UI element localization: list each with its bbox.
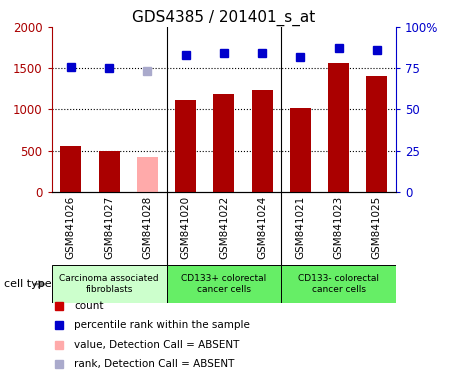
Text: CD133- colorectal
cancer cells: CD133- colorectal cancer cells	[298, 275, 379, 294]
Text: value, Detection Call = ABSENT: value, Detection Call = ABSENT	[74, 340, 239, 350]
Bar	[213, 94, 234, 192]
Text: GSM841027: GSM841027	[104, 196, 114, 259]
Bar	[366, 76, 387, 192]
Text: GSM841023: GSM841023	[333, 196, 344, 259]
Bar	[137, 157, 158, 192]
Bar	[166, 265, 281, 303]
Text: CD133+ colorectal
cancer cells: CD133+ colorectal cancer cells	[181, 275, 266, 294]
Text: GSM841022: GSM841022	[219, 196, 229, 259]
Bar	[60, 146, 81, 192]
Text: GSM841028: GSM841028	[142, 196, 153, 259]
Text: GSM841024: GSM841024	[257, 196, 267, 259]
Bar	[99, 151, 120, 192]
Text: percentile rank within the sample: percentile rank within the sample	[74, 320, 250, 330]
Text: cell type: cell type	[4, 279, 52, 289]
Title: GDS4385 / 201401_s_at: GDS4385 / 201401_s_at	[132, 9, 315, 25]
Text: rank, Detection Call = ABSENT: rank, Detection Call = ABSENT	[74, 359, 234, 369]
Bar	[290, 108, 311, 192]
Bar	[175, 99, 196, 192]
Bar	[52, 265, 166, 303]
Text: GSM841026: GSM841026	[66, 196, 76, 259]
Text: count: count	[74, 301, 104, 311]
Bar	[328, 63, 349, 192]
Text: GSM841021: GSM841021	[295, 196, 306, 259]
Text: Carcinoma associated
fibroblasts: Carcinoma associated fibroblasts	[59, 275, 159, 294]
Bar	[252, 89, 273, 192]
Text: GSM841025: GSM841025	[372, 196, 382, 259]
Bar	[281, 265, 396, 303]
Text: GSM841020: GSM841020	[180, 196, 191, 259]
